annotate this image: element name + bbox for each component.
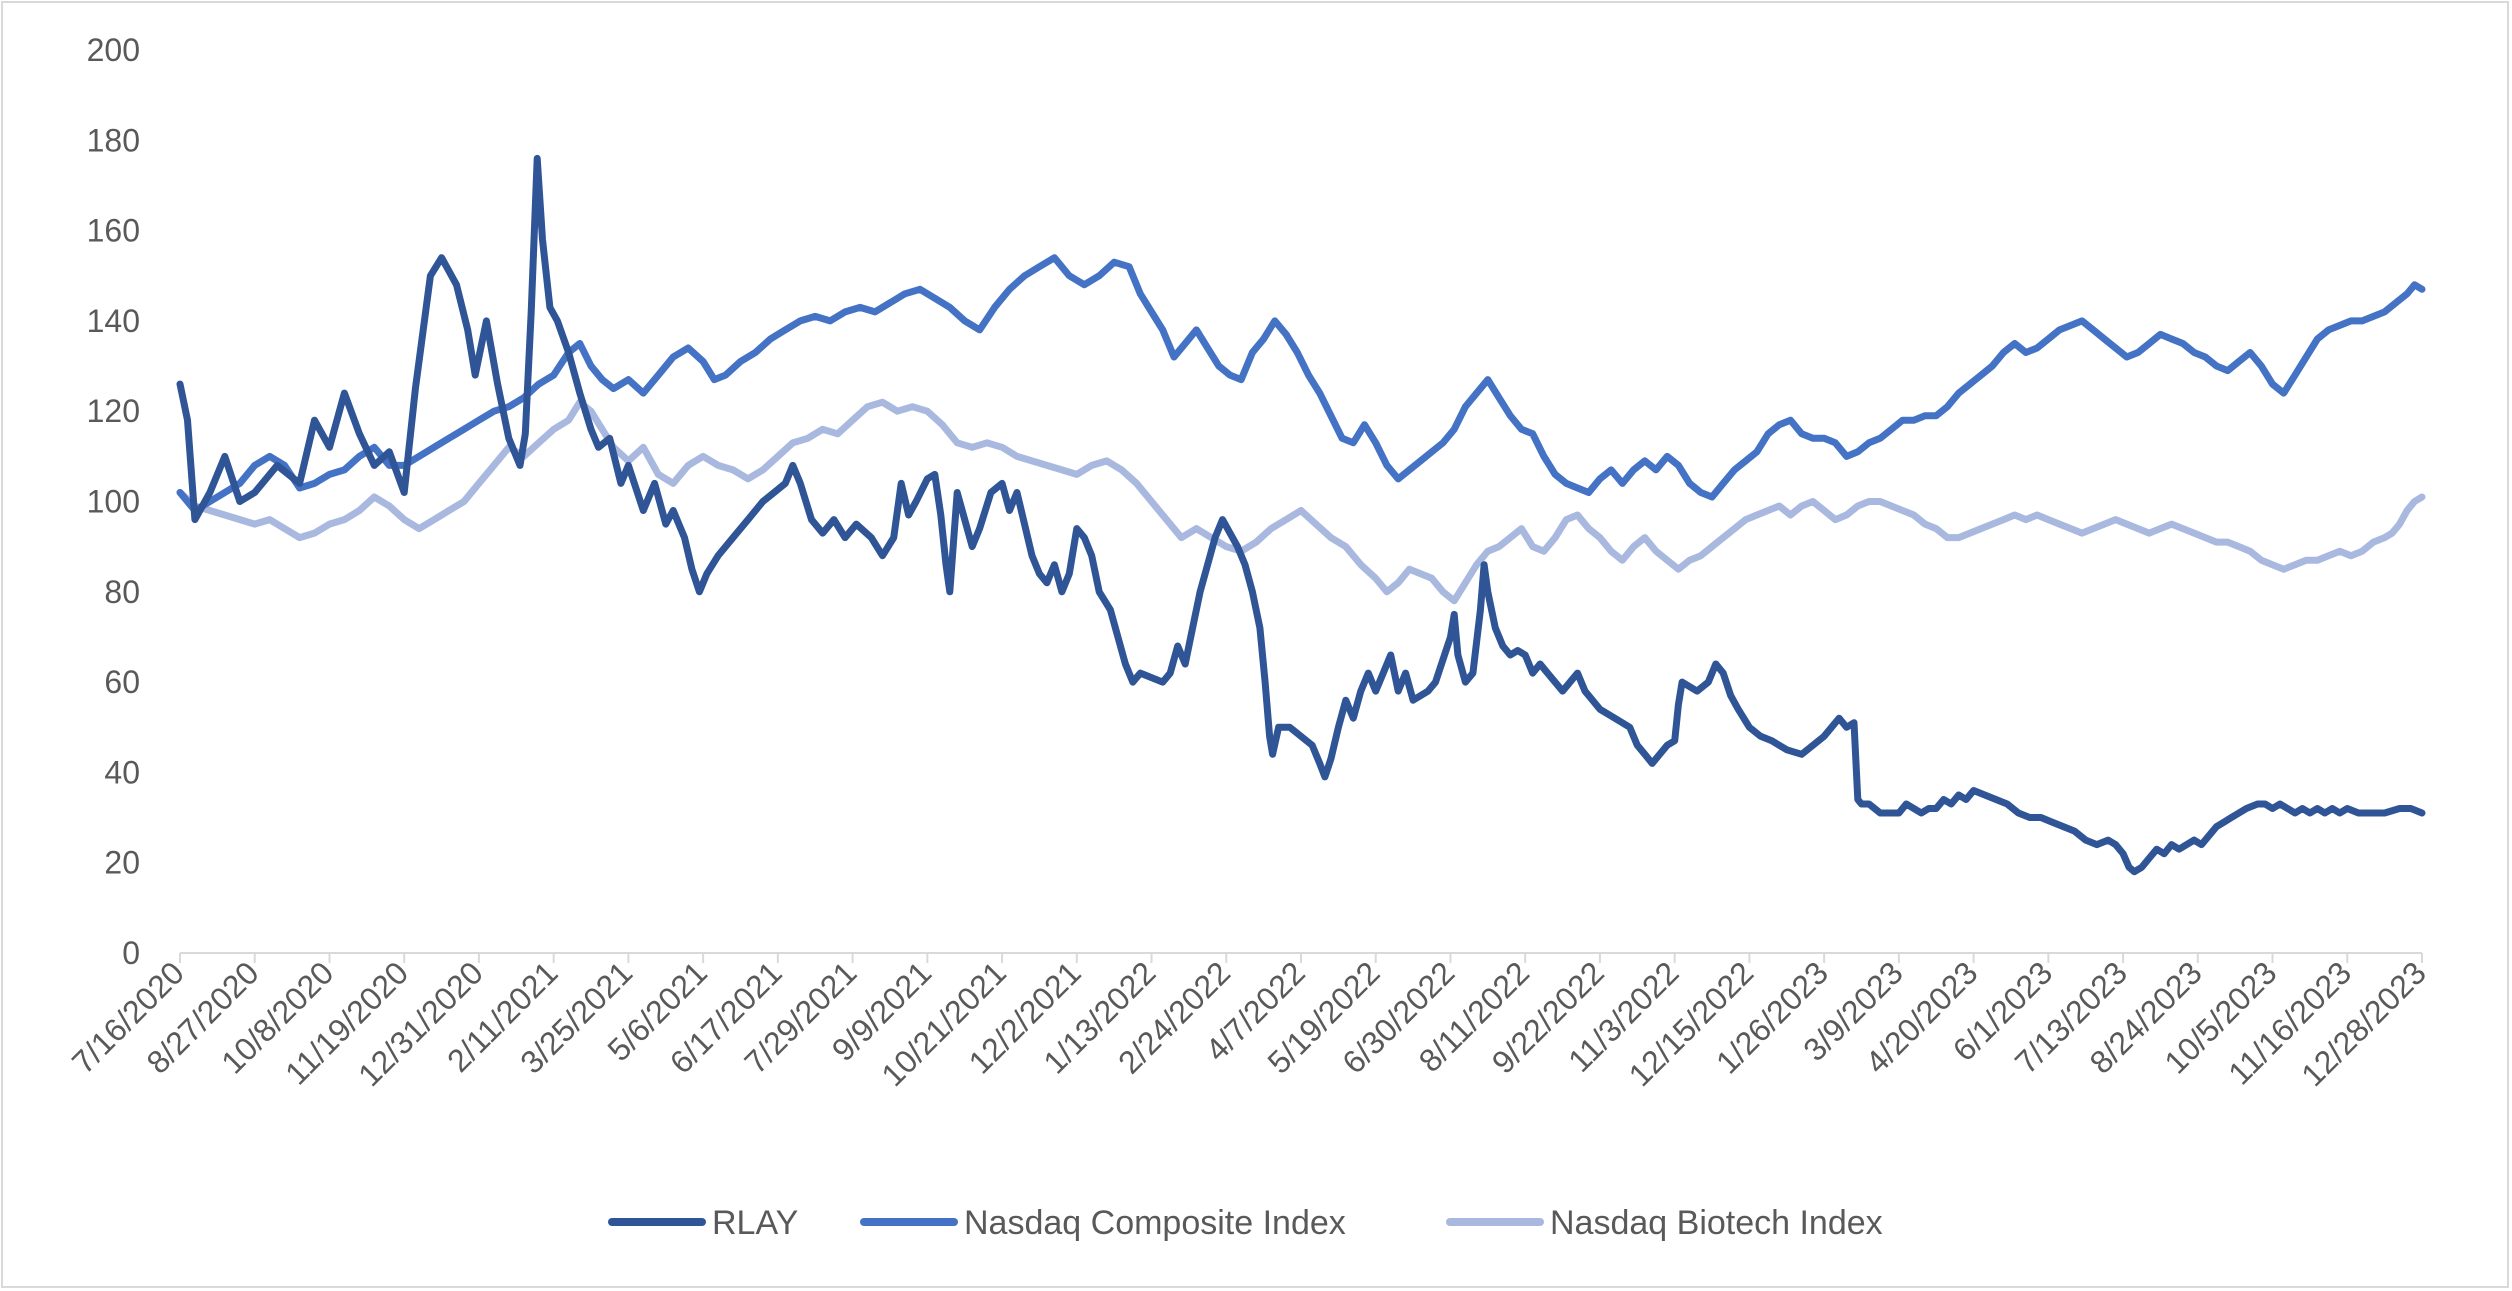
y-axis: 0 20 40 60 80 100 120 140 160 180 200	[87, 32, 140, 971]
series-line-nasdaq-composite-index	[176, 254, 2426, 514]
y-tick-label: 120	[87, 393, 140, 429]
series-line-nasdaq-biotech-index	[176, 398, 2426, 605]
y-tick-label: 40	[104, 754, 140, 790]
y-tick-label: 160	[87, 213, 140, 249]
series-lines	[176, 154, 2426, 876]
y-tick-label: 100	[87, 484, 140, 520]
series-line-rlay	[176, 154, 2426, 876]
y-tick-label: 80	[104, 574, 140, 610]
x-axis: 7/16/20208/27/202010/8/202011/19/202012/…	[65, 952, 2433, 1093]
legend-label: Nasdaq Biotech Index	[1550, 1204, 1883, 1242]
y-tick-label: 0	[122, 935, 140, 971]
y-tick-label: 140	[87, 303, 140, 339]
y-tick-label: 180	[87, 122, 140, 158]
y-tick-label: 60	[104, 664, 140, 700]
y-tick-label: 20	[104, 845, 140, 881]
y-tick-label: 200	[87, 32, 140, 68]
legend-label: Nasdaq Composite Index	[964, 1204, 1346, 1242]
legend-label: RLAY	[712, 1204, 798, 1242]
legend: RLAY Nasdaq Composite Index Nasdaq Biotech…	[608, 1204, 1883, 1242]
